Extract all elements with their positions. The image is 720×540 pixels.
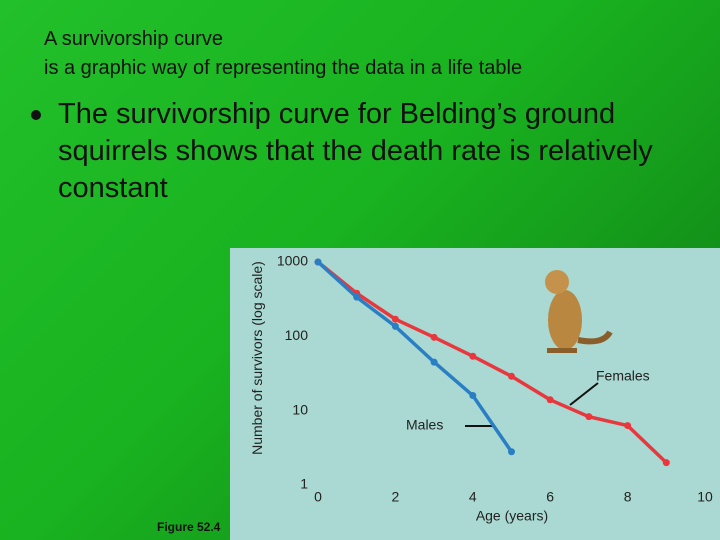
y-tick-label: 1000 — [277, 253, 308, 269]
point — [469, 352, 477, 360]
point — [391, 315, 399, 323]
y-tick-label: 10 — [292, 401, 308, 417]
point — [508, 448, 515, 456]
x-tick-label: 0 — [314, 489, 322, 505]
squirrel-icon — [545, 270, 613, 353]
x-tick-label: 6 — [546, 489, 554, 505]
y-tick-label: 1 — [300, 476, 308, 492]
header-line: is a graphic way of representing the dat… — [44, 57, 523, 79]
x-tick-label: 4 — [469, 489, 477, 505]
point — [585, 413, 593, 421]
series-line — [316, 260, 668, 464]
header-line: A survivorship curve — [44, 28, 223, 50]
bullet-dot — [31, 110, 41, 120]
bullet-text: The survivorship curve for Belding’s gro… — [58, 98, 653, 204]
series-label: Females — [596, 368, 650, 384]
point — [469, 391, 477, 399]
point — [430, 333, 438, 341]
x-tick-label: 8 — [624, 489, 632, 505]
x-tick-label: 10 — [697, 489, 713, 505]
y-tick-label: 100 — [285, 327, 309, 343]
x-tick-label: 2 — [392, 489, 400, 505]
x-axis-label: Age (years) — [476, 508, 548, 524]
point — [546, 396, 554, 404]
y-axis-label: Number of survivors (log scale) — [249, 261, 265, 455]
point — [353, 293, 361, 301]
point — [314, 258, 322, 266]
point — [624, 422, 632, 430]
point — [391, 322, 399, 330]
leader-line — [569, 382, 599, 406]
point — [662, 459, 670, 467]
point — [508, 372, 515, 380]
series-label: Males — [406, 417, 443, 433]
caption: Figure 52.4 — [157, 520, 221, 534]
series-line — [316, 260, 513, 453]
point — [430, 358, 438, 366]
